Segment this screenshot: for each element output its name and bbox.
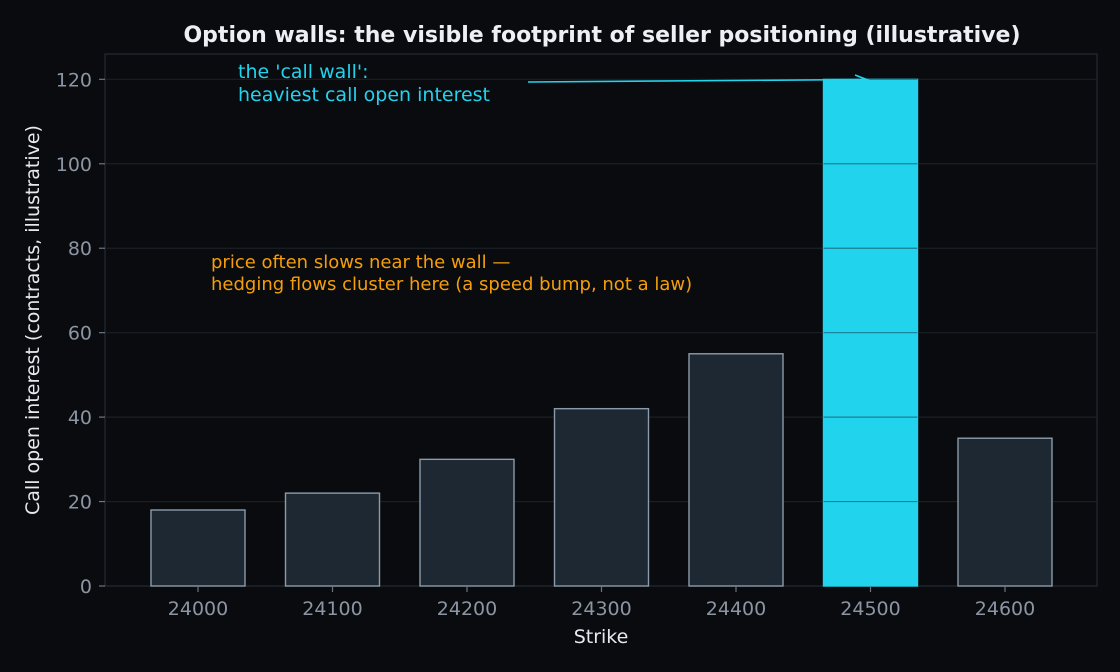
x-tick-label: 24300	[571, 598, 631, 620]
x-axis-ticks: 24000 24100 24200 24300 24400 24500 24600	[168, 586, 1035, 620]
y-tick-label: 0	[80, 576, 92, 598]
y-axis-label: Call open interest (contracts, illustrat…	[22, 125, 44, 515]
bar	[688, 353, 784, 587]
bar	[553, 407, 650, 587]
x-tick-label: 24000	[168, 598, 228, 620]
x-axis-label: Strike	[574, 626, 629, 648]
bars	[150, 78, 1053, 587]
y-tick-label: 80	[68, 238, 92, 260]
wall-note-line-1: price often slows near the wall —	[211, 252, 510, 273]
x-tick-label: 24100	[302, 598, 362, 620]
y-tick-label: 20	[68, 492, 92, 514]
chart-title: Option walls: the visible footprint of s…	[183, 23, 1020, 48]
call-wall-arrow-line	[527, 78, 867, 83]
y-tick-label: 120	[56, 69, 92, 91]
call-wall-annotation-line-1: the 'call wall':	[238, 61, 369, 83]
wall-note-annotation: price often slows near the wall — hedgin…	[211, 252, 692, 295]
x-tick-label: 24200	[437, 598, 497, 620]
y-tick-label: 100	[56, 154, 92, 176]
wall-note-line-2: hedging flows cluster here (a speed bump…	[211, 274, 692, 295]
bar	[150, 509, 246, 587]
bar	[284, 492, 381, 587]
call-wall-annotation-line-2: heaviest call open interest	[238, 84, 490, 106]
y-tick-label: 60	[68, 323, 92, 345]
call-wall-annotation: the 'call wall': heaviest call open inte…	[238, 61, 871, 106]
x-tick-label: 24400	[706, 598, 766, 620]
y-axis-ticks: 0 20 40 60 80 100 120	[56, 69, 105, 598]
bar	[419, 458, 515, 587]
gridlines	[105, 78, 1097, 503]
x-tick-label: 24600	[975, 598, 1035, 620]
y-tick-label: 40	[68, 407, 92, 429]
x-tick-label: 24500	[840, 598, 900, 620]
call-wall-arrowhead-icon	[854, 74, 871, 86]
bar	[957, 437, 1053, 587]
